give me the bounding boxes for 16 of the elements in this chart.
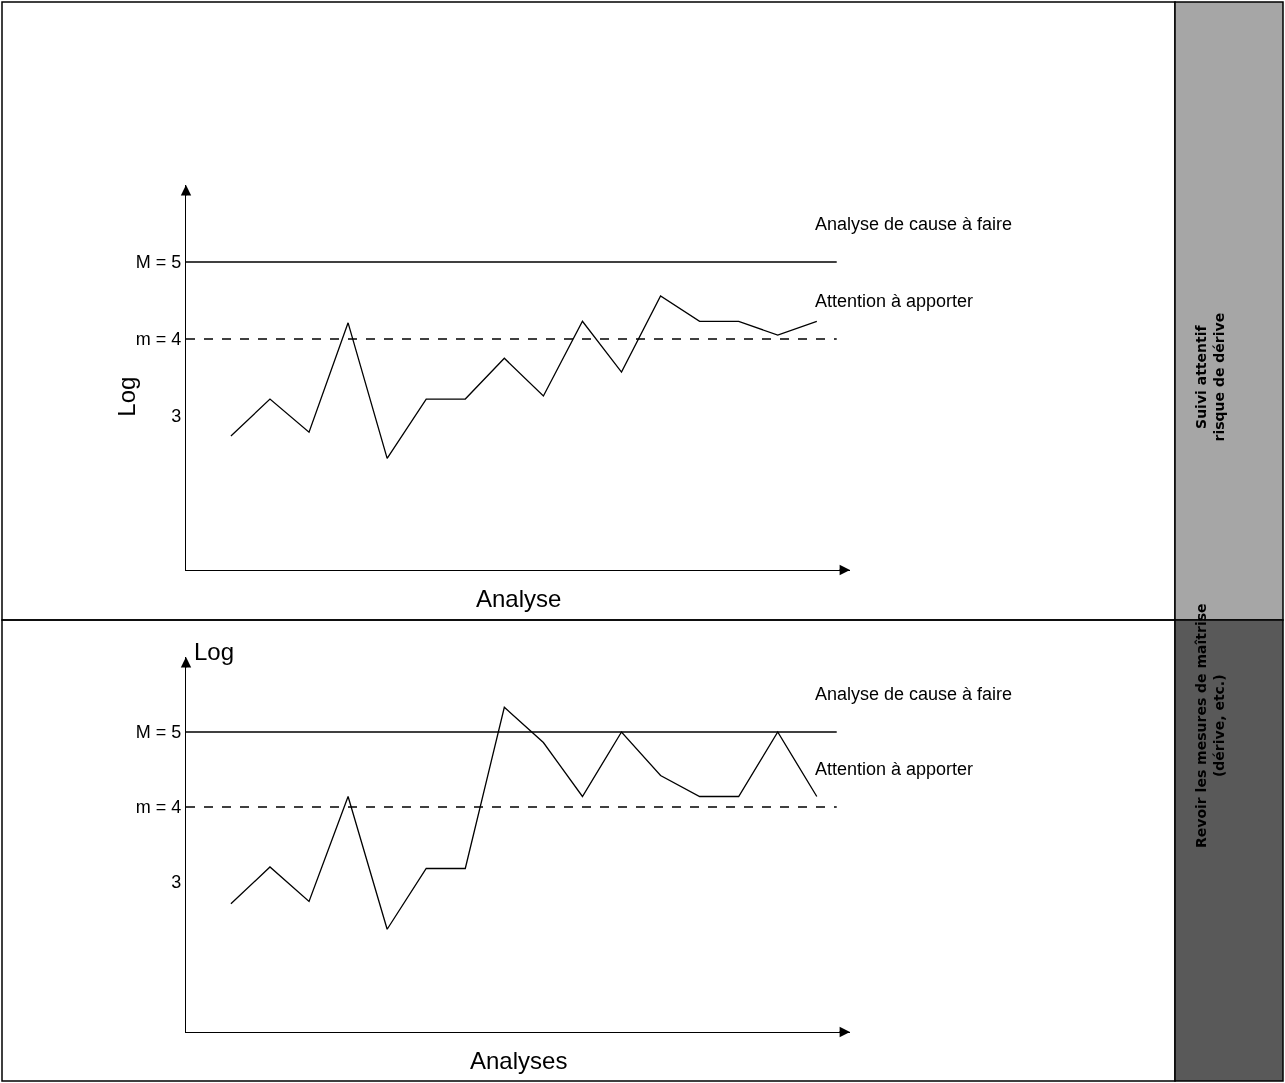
ref-line-label: Analyse de cause à faire <box>815 684 1013 704</box>
x-axis-title: Analyse <box>476 585 562 612</box>
text: Revoir les mesures de maîtrise (dérive, etc.) <box>1193 603 1228 848</box>
ref-line-label: Analyse de cause à faire <box>815 214 1013 234</box>
ref-line-label: Attention à apporter <box>815 759 974 779</box>
x-axis-title: Analyses <box>470 1047 568 1074</box>
y-axis-title: Log <box>194 638 235 665</box>
y-tick-label: M = 5 <box>135 722 182 743</box>
y-tick-label: 3 <box>171 872 182 893</box>
y-tick-label: 3 <box>171 406 182 427</box>
ref-line-label: Attention à apporter <box>815 291 974 311</box>
y-tick-label: m = 4 <box>135 329 182 350</box>
y-axis-title: Log <box>113 376 141 417</box>
y-tick-label: m = 4 <box>135 797 182 818</box>
y-tick-label: M = 5 <box>135 252 182 273</box>
text: Suivi attentif risque de dérive <box>1192 312 1227 442</box>
